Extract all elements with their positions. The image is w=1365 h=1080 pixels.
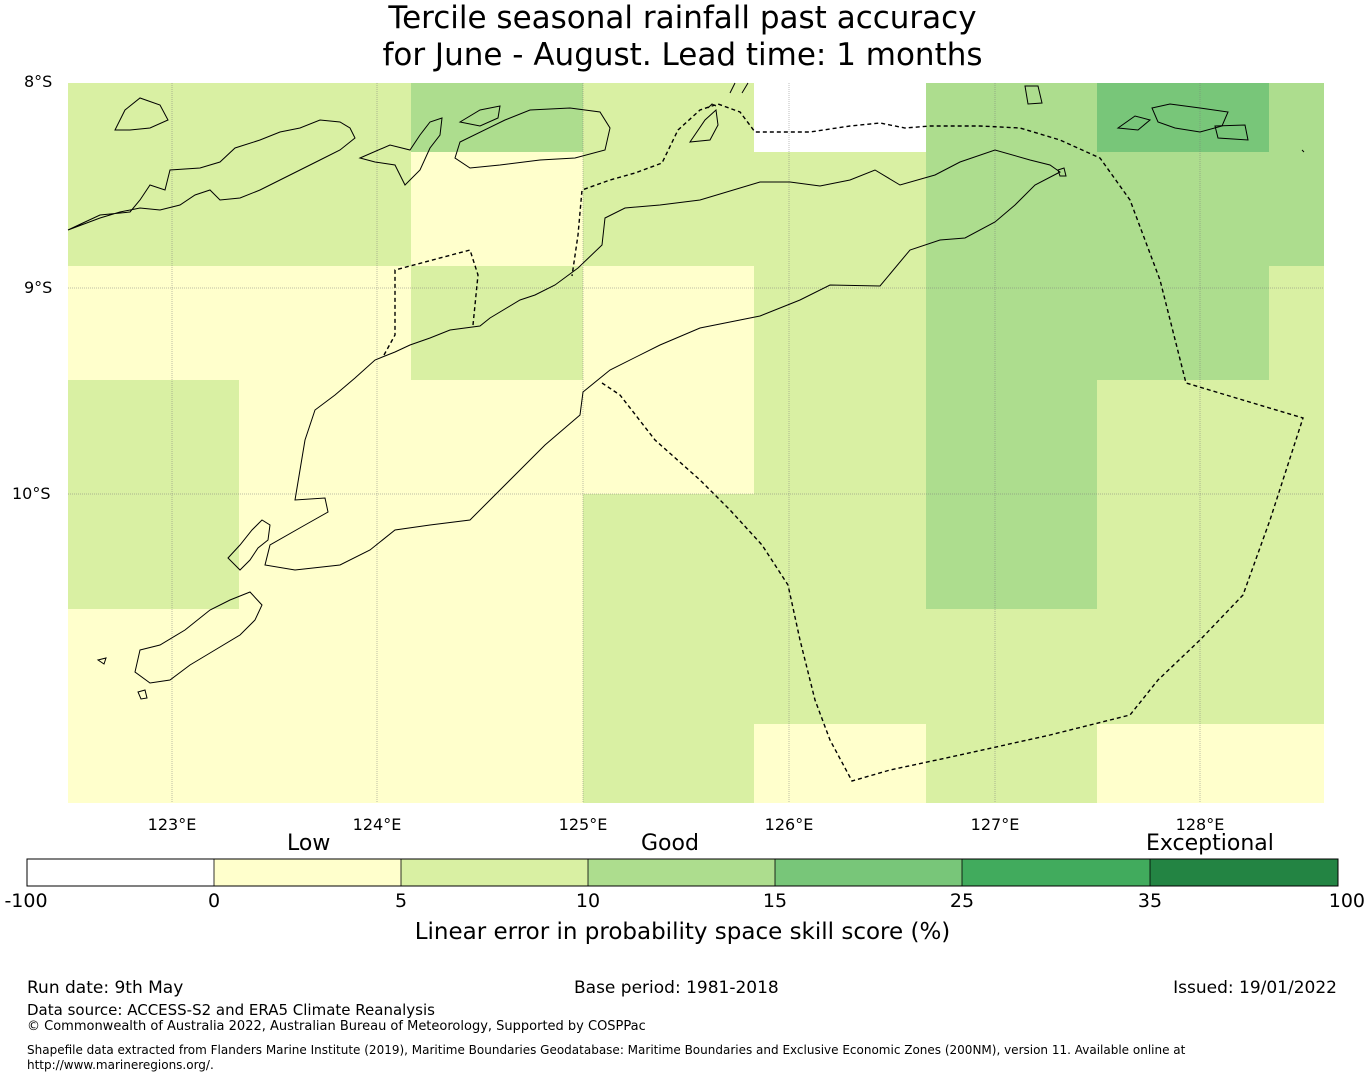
grid-cell xyxy=(1097,380,1324,609)
grid-cell xyxy=(411,152,583,266)
colorbar-tick: 100 xyxy=(1328,890,1365,912)
run-date: Run date: 9th May xyxy=(27,978,184,998)
colorbar-segment xyxy=(27,859,214,886)
issued-date: Issued: 19/01/2022 xyxy=(1173,978,1337,998)
sawu-island-coast xyxy=(134,591,263,684)
grid-cell xyxy=(754,152,926,266)
colorbar-label: Linear error in probability space skill … xyxy=(414,919,951,945)
colorbar-segment xyxy=(962,859,1150,886)
colorbar xyxy=(26,858,1339,887)
colorbar-segment xyxy=(588,859,775,886)
base-period: Base period: 1981-2018 xyxy=(574,978,779,998)
colorbar-segment xyxy=(775,859,962,886)
grid-cell xyxy=(68,83,411,266)
lon-label-124e: 124°E xyxy=(352,815,402,834)
grid-cell xyxy=(239,494,583,609)
skill-map xyxy=(67,82,1324,803)
grid-cell xyxy=(926,266,1097,380)
grid-cell xyxy=(583,494,754,609)
colorbar-segment xyxy=(401,859,588,886)
grid-cell xyxy=(1097,83,1269,152)
colorbar-tick: -100 xyxy=(4,890,48,912)
lon-label-123e: 123°E xyxy=(147,815,197,834)
grid-cell xyxy=(1097,609,1324,724)
grid-cell xyxy=(926,380,1097,609)
flores-island-coast xyxy=(67,119,356,231)
colorbar-tick: 10 xyxy=(575,890,601,912)
category-good: Good xyxy=(641,831,699,856)
lon-label-125e: 125°E xyxy=(558,815,608,834)
data-source: Data source: ACCESS-S2 and ERA5 Climate … xyxy=(27,1001,435,1019)
colorbar-tick: 35 xyxy=(1137,890,1163,912)
grid-cell xyxy=(1097,724,1324,803)
alor-island-coast xyxy=(114,97,169,131)
colorbar-tick: 15 xyxy=(762,890,788,912)
lat-label-10s: 10°S xyxy=(12,484,51,503)
lat-label-8s: 8°S xyxy=(24,72,53,91)
category-low: Low xyxy=(287,831,331,856)
colorbar-segment xyxy=(214,859,401,886)
grid-cell xyxy=(754,609,1097,724)
lon-label-127e: 127°E xyxy=(970,815,1020,834)
shapefile-credit: Shapefile data extracted from Flanders M… xyxy=(27,1043,1186,1057)
grid-cell xyxy=(926,724,1097,803)
grid-cell xyxy=(926,83,1097,266)
grid-cell xyxy=(1269,83,1324,266)
map-gridlines xyxy=(68,83,1324,803)
skill-grid-cells xyxy=(68,83,1324,803)
title-line-2: for June - August. Lead time: 1 months xyxy=(382,37,983,73)
lat-label-9s: 9°S xyxy=(24,278,53,297)
title-line-1: Tercile seasonal rainfall past accuracy xyxy=(388,0,977,36)
category-exceptional: Exceptional xyxy=(1146,831,1274,856)
copyright-notice: © Commonwealth of Australia 2022, Austra… xyxy=(27,1019,646,1034)
lon-label-128e: 128°E xyxy=(1175,815,1225,834)
grid-cell xyxy=(1097,266,1269,380)
grid-cell xyxy=(239,380,754,494)
grid-cell xyxy=(1269,266,1324,380)
grid-cell xyxy=(754,266,926,380)
grid-cell xyxy=(68,380,239,609)
grid-cell xyxy=(1097,152,1269,266)
grid-cell xyxy=(754,380,926,609)
lon-label-126e: 126°E xyxy=(764,815,814,834)
chart-title: Tercile seasonal rainfall past accuracy … xyxy=(0,0,1365,74)
rote-island-coast xyxy=(227,519,271,571)
shapefile-url: http://www.marineregions.org/. xyxy=(27,1058,214,1072)
grid-cell xyxy=(583,609,754,803)
grid-cell xyxy=(68,609,583,803)
grid-cell xyxy=(754,724,926,803)
maritime-boundary xyxy=(383,103,1304,782)
grid-cell xyxy=(411,83,583,152)
timor-island-coast xyxy=(264,149,1061,571)
colorbar-tick: 25 xyxy=(949,890,975,912)
grid-cell xyxy=(68,266,411,380)
grid-cell xyxy=(583,266,754,380)
colorbar-tick: 5 xyxy=(394,890,408,912)
grid-cell xyxy=(583,83,754,266)
colorbar-segment xyxy=(1150,859,1338,886)
colorbar-tick: 0 xyxy=(207,890,221,912)
